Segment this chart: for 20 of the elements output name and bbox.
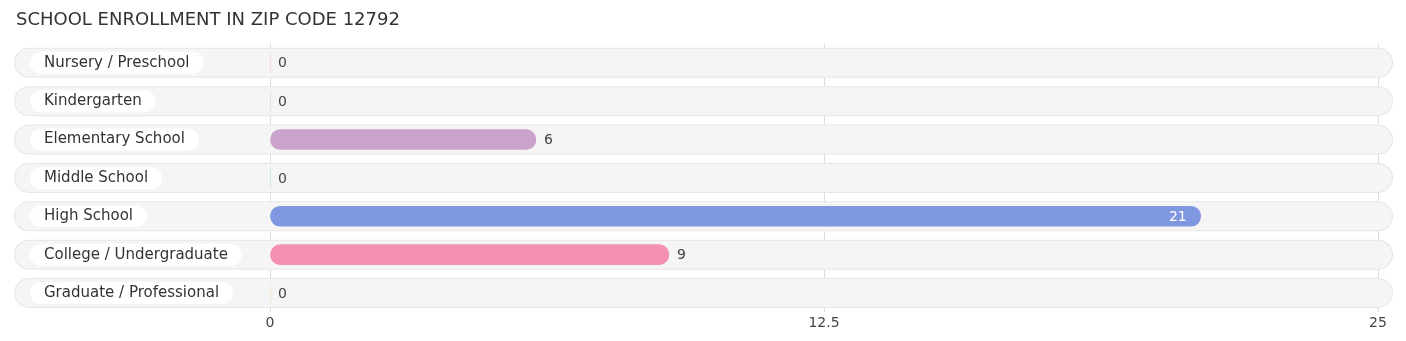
x-tick-label: 25 [1369,314,1387,331]
data-label: 0 [278,169,287,186]
data-label: 9 [676,246,686,263]
y-tick-label: High School [44,206,134,225]
y-tick-label: Graduate / Professional [44,282,220,301]
x-tick-label: 0 [265,314,275,331]
bar [270,244,670,265]
y-tick-label: Nursery / Preschool [44,52,190,71]
bar [270,129,537,150]
x-tick-label: 12.5 [808,314,840,331]
y-tick-label: Kindergarten [44,91,142,110]
data-label: 0 [278,284,287,301]
data-label: 0 [278,54,287,71]
data-label: 6 [543,131,553,148]
chart-title: SCHOOL ENROLLMENT IN ZIP CODE 12792 [16,8,400,30]
y-tick-label: Elementary School [44,129,185,148]
data-label: 21 [1168,207,1187,224]
y-tick-label: College / Undergraduate [44,244,228,263]
y-tick-label: Middle School [44,167,149,186]
data-label: 0 [278,92,287,109]
